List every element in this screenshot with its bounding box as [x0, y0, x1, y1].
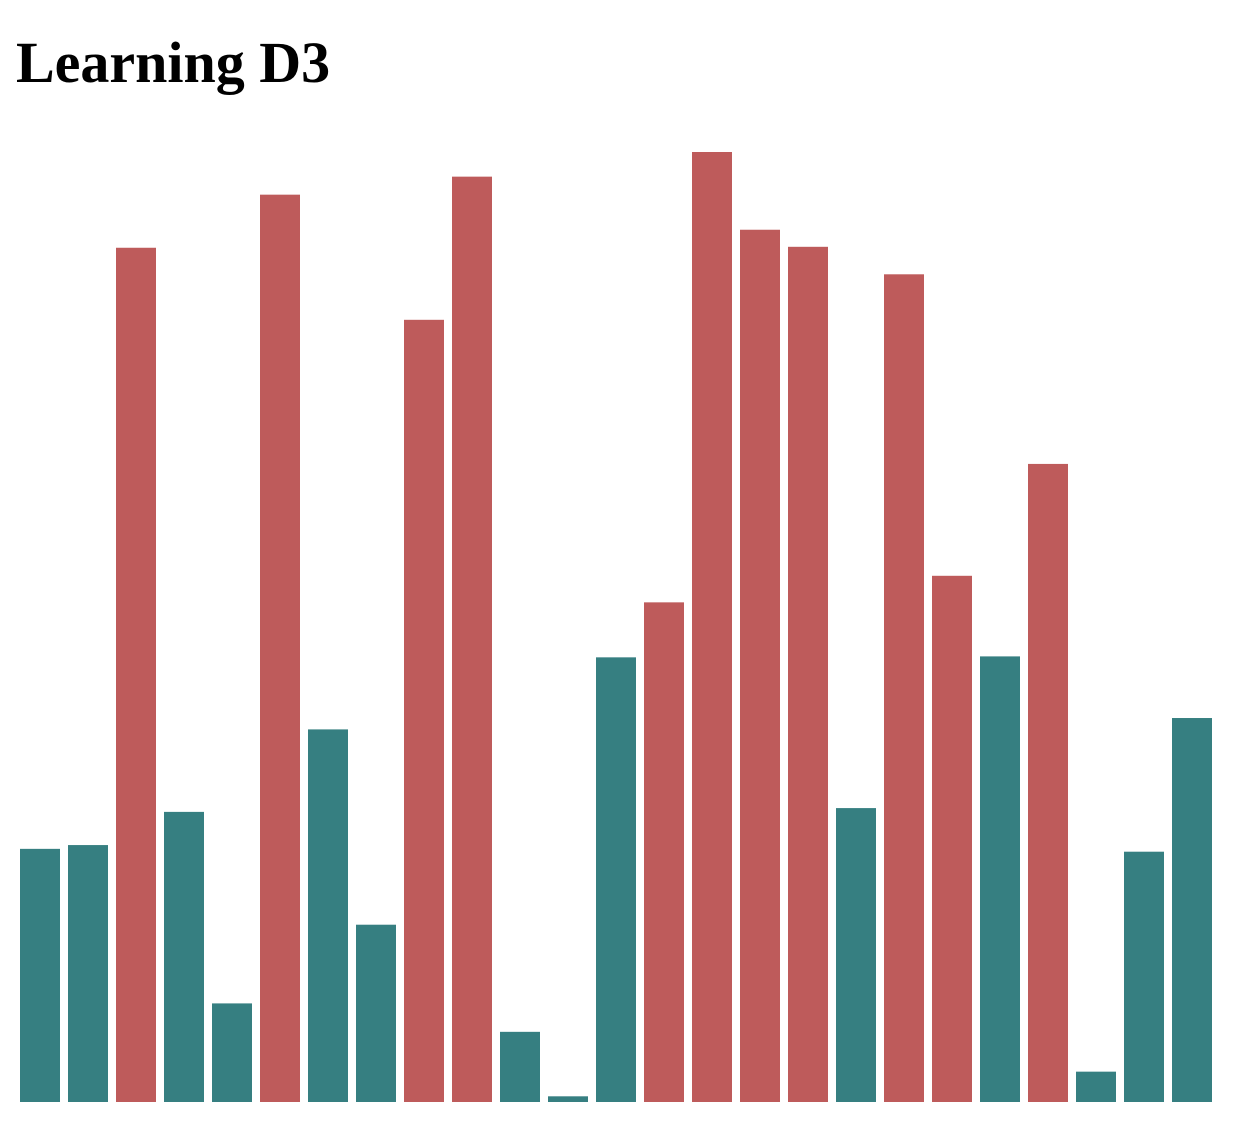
- bar-14: [644, 602, 684, 1102]
- bar-10: [452, 176, 492, 1102]
- bar-3: [116, 247, 156, 1102]
- bar-24: [1124, 851, 1164, 1102]
- bar-16: [740, 229, 780, 1102]
- bar-25: [1172, 718, 1212, 1102]
- bar-5: [212, 1003, 252, 1102]
- bar-6: [260, 194, 300, 1102]
- bars-group: [20, 152, 1212, 1103]
- bar-2: [68, 845, 108, 1102]
- bar-15: [692, 152, 732, 1102]
- page-title: Learning D3: [16, 30, 331, 95]
- bar-13: [596, 657, 636, 1102]
- bar-12: [548, 1096, 588, 1102]
- bar-17: [788, 246, 828, 1103]
- bar-22: [1028, 463, 1068, 1102]
- bar-1: [20, 848, 60, 1102]
- bar-9: [404, 319, 444, 1103]
- bar-19: [884, 274, 924, 1102]
- bar-23: [1076, 1071, 1116, 1102]
- bar-8: [356, 924, 396, 1102]
- bar-20: [932, 575, 972, 1102]
- bar-11: [500, 1031, 540, 1102]
- bar-7: [308, 729, 348, 1102]
- bar-4: [164, 811, 204, 1102]
- bar-21: [980, 656, 1020, 1102]
- bar-18: [836, 808, 876, 1102]
